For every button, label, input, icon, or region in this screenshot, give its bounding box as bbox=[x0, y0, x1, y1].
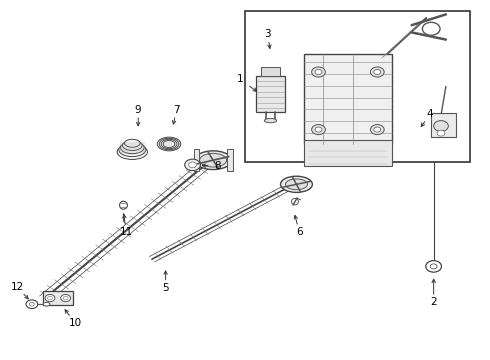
Ellipse shape bbox=[157, 137, 181, 151]
Circle shape bbox=[434, 121, 448, 131]
Text: 6: 6 bbox=[296, 227, 303, 237]
Ellipse shape bbox=[120, 201, 127, 209]
Text: 1: 1 bbox=[237, 74, 244, 84]
Circle shape bbox=[189, 162, 196, 168]
Circle shape bbox=[430, 264, 437, 269]
Circle shape bbox=[437, 130, 445, 136]
Ellipse shape bbox=[161, 139, 177, 149]
Circle shape bbox=[422, 22, 440, 35]
Circle shape bbox=[26, 300, 38, 309]
Bar bbox=[227, 149, 233, 171]
Text: 12: 12 bbox=[10, 282, 24, 292]
Text: 2: 2 bbox=[430, 297, 437, 307]
Bar bbox=[304, 140, 392, 166]
Circle shape bbox=[315, 127, 322, 132]
Circle shape bbox=[312, 125, 325, 135]
Text: 11: 11 bbox=[120, 227, 133, 237]
Ellipse shape bbox=[122, 140, 142, 150]
Bar bbox=[431, 113, 456, 137]
Circle shape bbox=[315, 69, 322, 75]
Ellipse shape bbox=[43, 302, 50, 306]
Circle shape bbox=[374, 127, 381, 132]
Text: 4: 4 bbox=[427, 109, 434, 119]
Bar bbox=[194, 149, 199, 171]
Ellipse shape bbox=[121, 141, 144, 154]
Bar bbox=[304, 54, 392, 144]
Ellipse shape bbox=[265, 118, 277, 123]
Ellipse shape bbox=[163, 140, 175, 148]
Ellipse shape bbox=[200, 153, 226, 167]
Circle shape bbox=[29, 302, 34, 306]
Ellipse shape bbox=[195, 151, 232, 170]
Text: 9: 9 bbox=[135, 105, 142, 115]
Text: 5: 5 bbox=[162, 283, 169, 293]
Ellipse shape bbox=[280, 176, 313, 192]
Circle shape bbox=[370, 67, 384, 77]
Text: 8: 8 bbox=[215, 161, 221, 171]
Ellipse shape bbox=[119, 143, 146, 157]
Circle shape bbox=[374, 69, 381, 75]
Text: 3: 3 bbox=[265, 29, 271, 39]
Ellipse shape bbox=[117, 144, 147, 159]
Circle shape bbox=[370, 125, 384, 135]
Ellipse shape bbox=[124, 139, 140, 147]
Circle shape bbox=[185, 159, 200, 171]
Circle shape bbox=[61, 294, 71, 302]
Ellipse shape bbox=[159, 138, 179, 150]
Circle shape bbox=[45, 294, 55, 302]
Circle shape bbox=[426, 261, 441, 272]
Bar bbox=[43, 291, 73, 305]
Ellipse shape bbox=[285, 179, 308, 190]
Bar bbox=[261, 67, 280, 76]
Circle shape bbox=[63, 296, 68, 300]
Circle shape bbox=[312, 67, 325, 77]
Circle shape bbox=[48, 296, 52, 300]
Bar bbox=[245, 11, 470, 162]
Text: 7: 7 bbox=[173, 105, 180, 115]
Text: 10: 10 bbox=[69, 318, 82, 328]
Bar bbox=[256, 76, 285, 112]
